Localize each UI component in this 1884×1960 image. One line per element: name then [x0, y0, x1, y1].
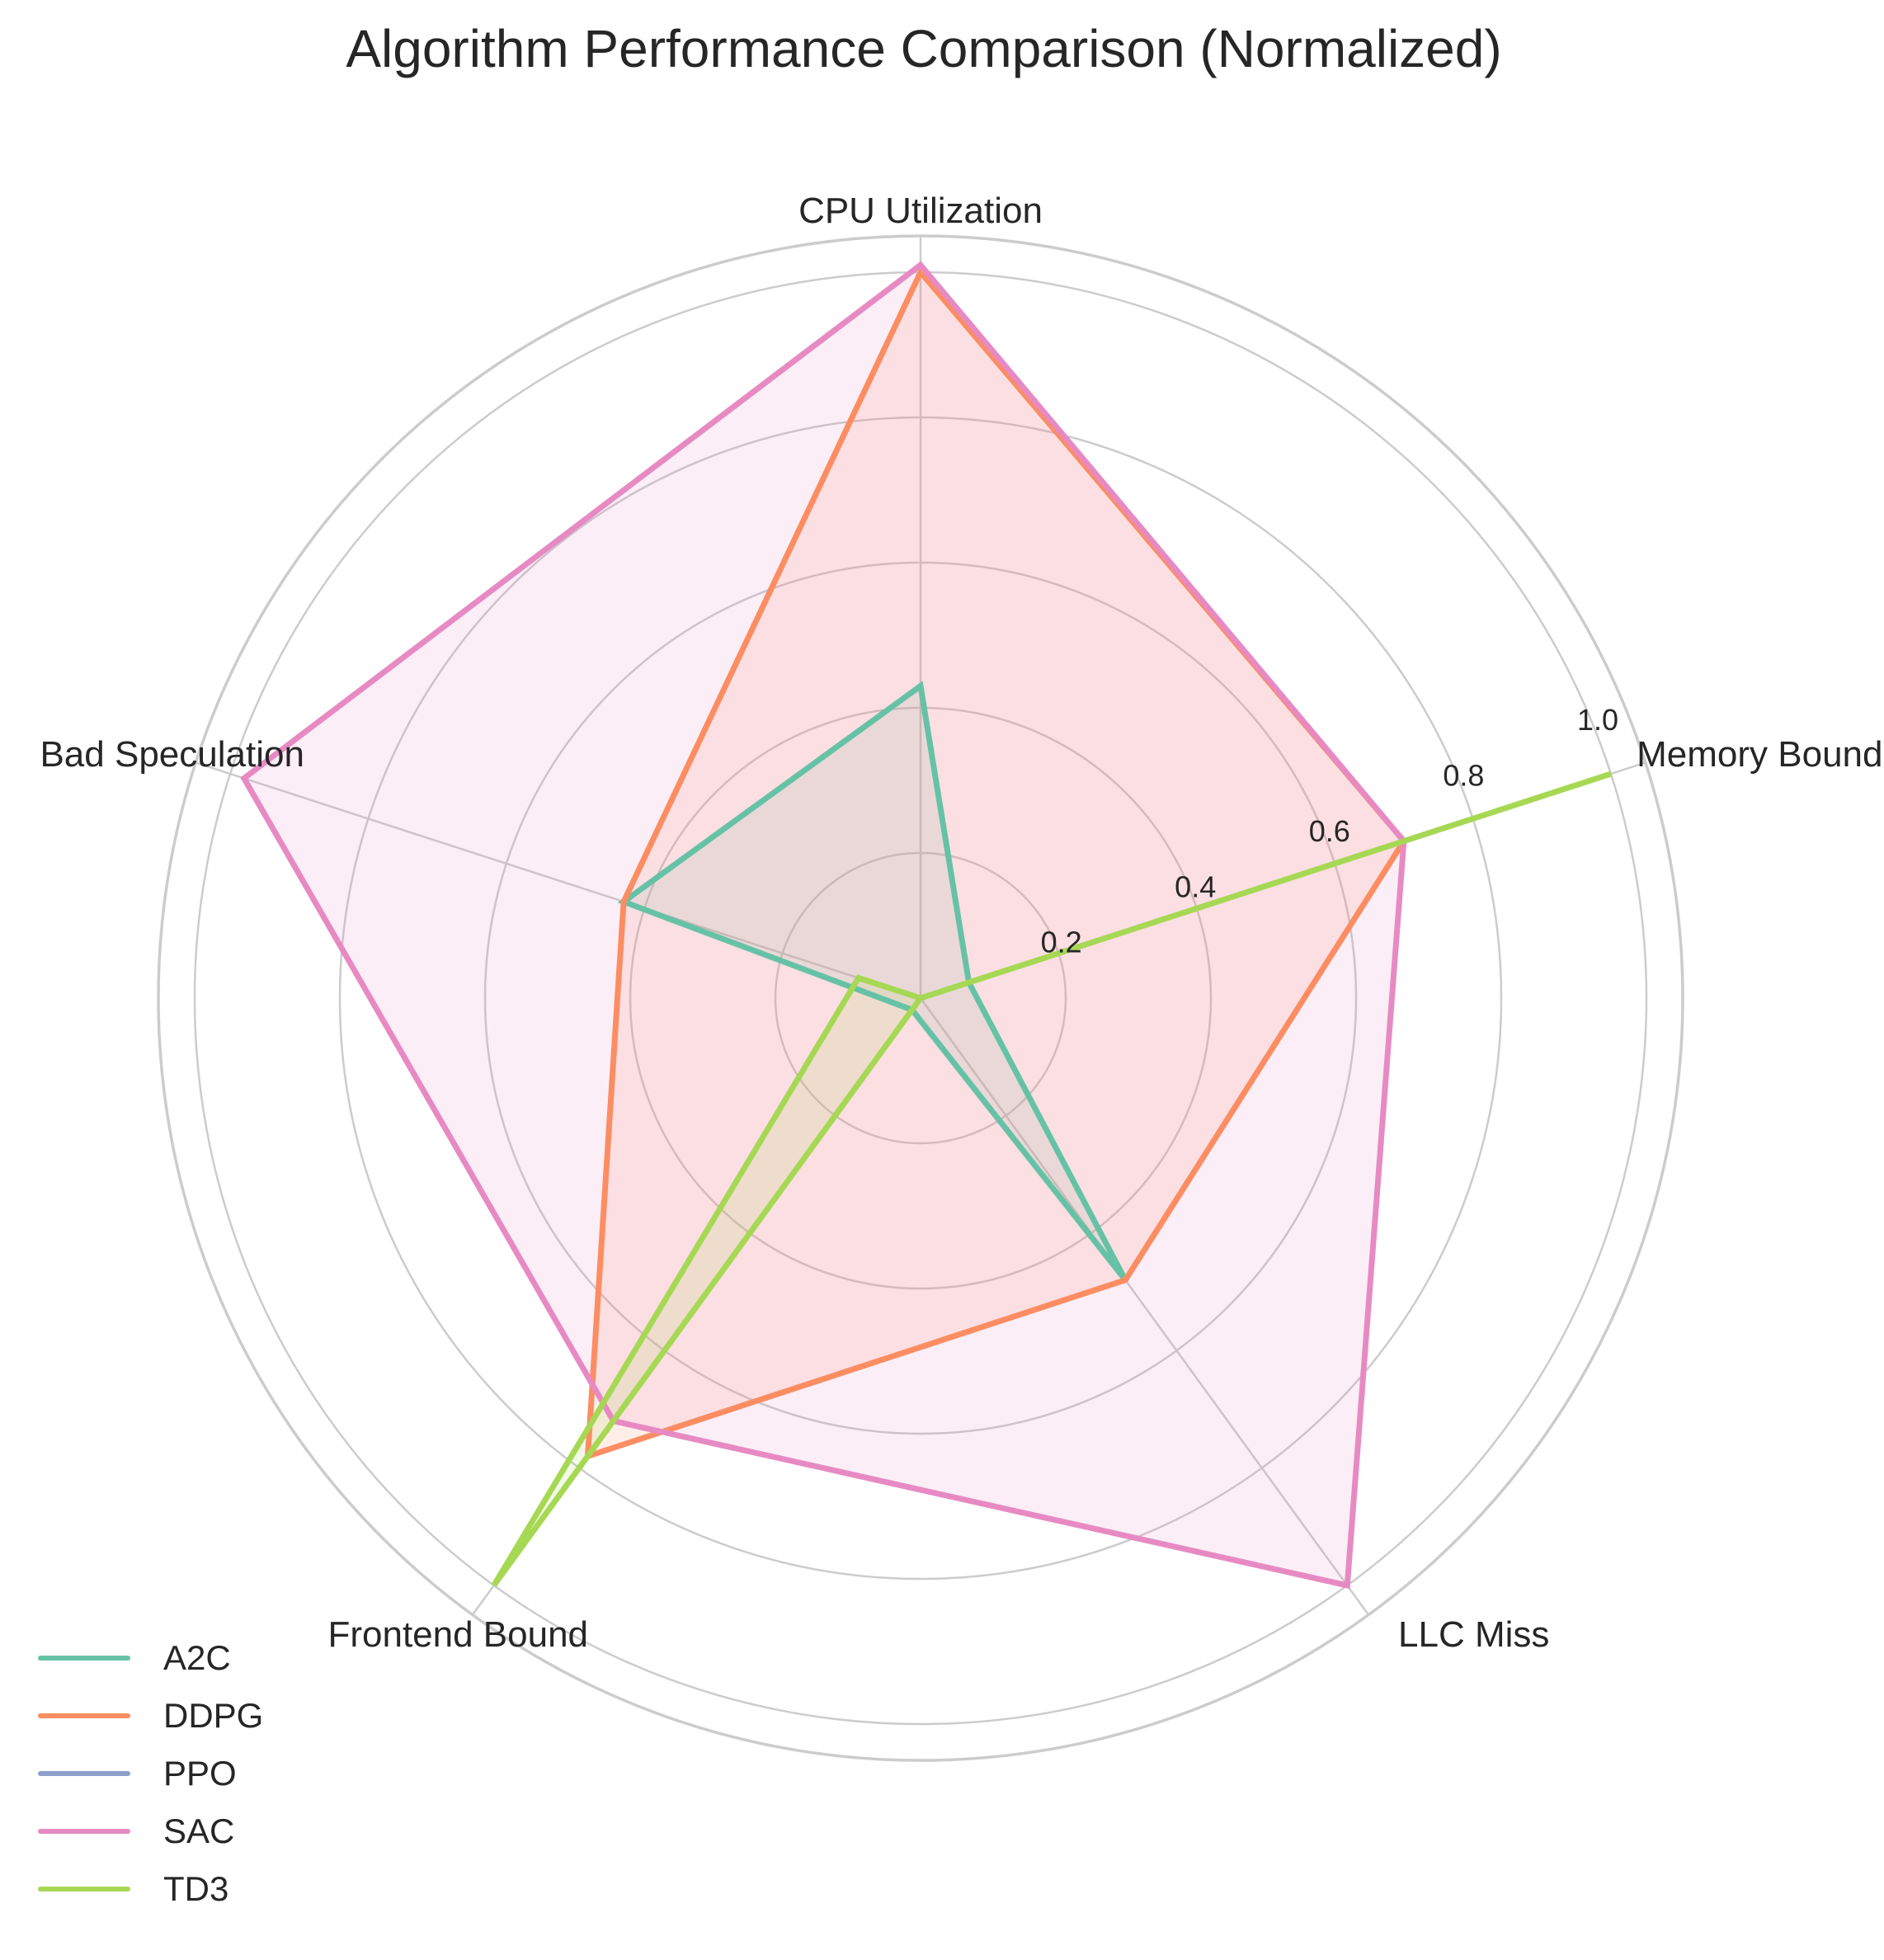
legend-swatch — [38, 1656, 130, 1661]
legend-item-td3: TD3 — [38, 1860, 263, 1918]
legend-label: DDPG — [163, 1696, 264, 1735]
legend: A2C DDPG PPO SAC TD3 — [38, 1629, 263, 1918]
axis-labels: CPU Utilization Memory Bound LLC Miss Front… — [40, 191, 1882, 1655]
radial-tick-label: 1.0 — [1577, 703, 1618, 737]
axis-spoke — [195, 761, 921, 1000]
legend-label: PPO — [163, 1754, 237, 1793]
axis-label: CPU Utilization — [798, 191, 1043, 231]
radial-tick-labels: 0.2 0.4 0.6 0.8 1.0 — [1041, 703, 1618, 959]
axis-label: Memory Bound — [1637, 734, 1882, 775]
radial-tick-label: 0.4 — [1175, 869, 1216, 903]
legend-swatch — [38, 1713, 130, 1718]
series-fills — [243, 265, 1611, 1585]
legend-label: A2C — [163, 1638, 231, 1677]
axis-label: Frontend Bound — [327, 1614, 588, 1655]
legend-swatch — [38, 1829, 130, 1834]
legend-swatch — [38, 1771, 130, 1776]
radial-tick-label: 0.6 — [1309, 814, 1350, 848]
axis-spoke — [919, 997, 1370, 1616]
legend-item-ppo: PPO — [38, 1745, 263, 1802]
chart-title: Algorithm Performance Comparison (Normal… — [346, 19, 1502, 78]
series-fill-sac — [243, 265, 1404, 1585]
series-line-td3 — [491, 770, 1612, 1587]
series-line-a2c — [617, 681, 1128, 1282]
series-lines — [240, 261, 1612, 1590]
radial-tick-label: 0.8 — [1443, 759, 1484, 793]
axis-label: Bad Speculation — [40, 734, 304, 775]
legend-swatch — [38, 1887, 130, 1892]
legend-item-a2c: A2C — [38, 1629, 263, 1687]
legend-item-sac: SAC — [38, 1802, 263, 1860]
series-line-sac — [240, 261, 1407, 1590]
legend-label: TD3 — [163, 1869, 229, 1908]
legend-label: SAC — [163, 1812, 235, 1850]
legend-item-ddpg: DDPG — [38, 1687, 263, 1745]
radial-tick-label: 0.2 — [1041, 926, 1082, 959]
axis-label: LLC Miss — [1398, 1614, 1549, 1655]
